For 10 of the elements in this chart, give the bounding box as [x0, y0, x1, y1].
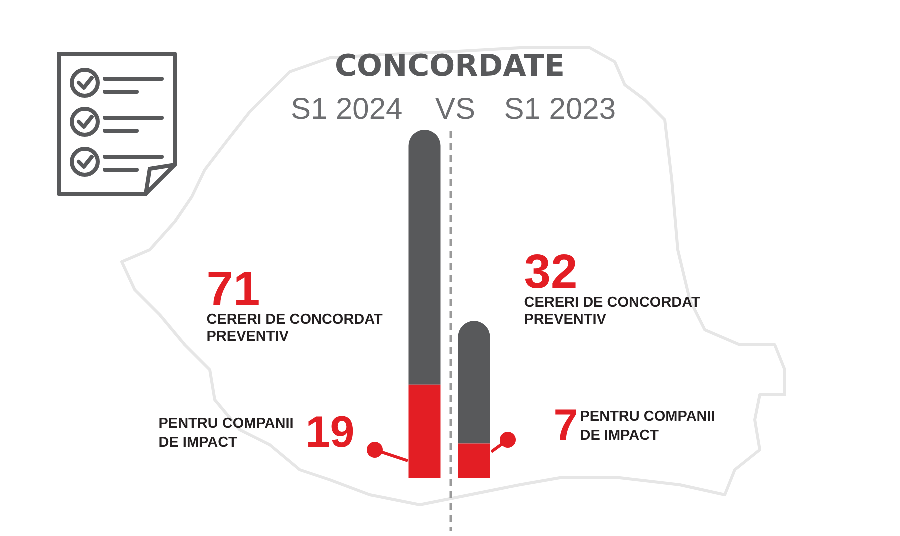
data-label: 19: [306, 408, 355, 457]
text: VS: [435, 93, 476, 126]
text: PENTRU COMPANII DE IMPACT: [580, 409, 716, 444]
text: PENTRU COMPANII DE IMPACT: [158, 416, 294, 451]
x-tick-label: S1 2023: [504, 93, 616, 126]
data-label: 7: [554, 401, 578, 450]
chart-title: CONCORDATE: [335, 49, 565, 84]
x-tick-label: S1 2024: [290, 93, 403, 126]
annotation: CERERI DE CONCORDAT PREVENTIV: [524, 295, 701, 328]
annotation: CERERI DE CONCORDAT PREVENTIV: [206, 312, 384, 345]
